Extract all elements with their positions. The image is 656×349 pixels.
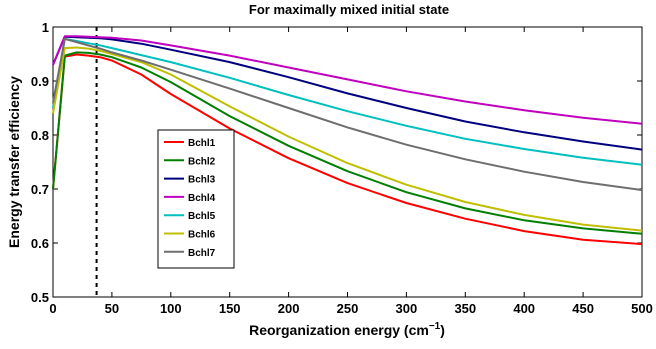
y-tick-label: 0.9 [31, 74, 49, 89]
x-axis-label: Reorganization energy (cm−1) [249, 321, 445, 338]
y-axis: 0.5 0.6 0.7 0.8 0.9 1 [31, 20, 642, 305]
y-axis-label: Energy transfer efficiency [6, 76, 22, 248]
x-tick-label: 400 [513, 301, 535, 316]
y-tick-label: 0.7 [31, 182, 49, 197]
x-tick-label: 150 [219, 301, 241, 316]
legend-label: Bchl6 [188, 230, 216, 241]
y-tick-label: 1 [42, 20, 49, 35]
x-tick-label: 250 [337, 301, 359, 316]
legend-label: Bchl5 [188, 211, 216, 222]
x-tick-label: 0 [49, 301, 56, 316]
y-tick-label: 0.6 [31, 236, 49, 251]
series-line-bchl4 [52, 35, 643, 125]
x-tick-label: 100 [160, 301, 182, 316]
series-line-bchl1 [52, 53, 643, 246]
y-tick-label: 0.8 [31, 128, 49, 143]
legend-label: Bchl7 [188, 248, 216, 259]
x-tick-label: 50 [105, 301, 119, 316]
legend-box [157, 129, 235, 269]
x-tick-label: 200 [278, 301, 300, 316]
x-tick-label: 300 [396, 301, 418, 316]
y-tick-label: 0.5 [31, 290, 49, 305]
series-lines [52, 35, 643, 246]
legend-label: Bchl1 [188, 138, 216, 149]
x-tick-label: 500 [631, 301, 653, 316]
x-tick-label: 350 [454, 301, 476, 316]
series-line-bchl6 [52, 46, 643, 232]
x-tick-label: 450 [572, 301, 594, 316]
series-line-bchl2 [52, 51, 643, 235]
legend-label: Bchl3 [188, 175, 216, 186]
series-line-bchl7 [52, 37, 643, 192]
legend: Bchl1 Bchl2 Bchl3 Bchl4 Bchl5 Bchl6 Bchl7 [157, 129, 235, 269]
chart-title: For maximally mixed initial state [249, 2, 449, 17]
legend-label: Bchl4 [188, 193, 216, 204]
series-line-bchl3 [52, 35, 643, 151]
x-axis: 0 50 100 150 200 250 300 350 400 450 500 [49, 27, 653, 316]
legend-label: Bchl2 [188, 156, 216, 167]
series-line-bchl5 [52, 37, 643, 166]
